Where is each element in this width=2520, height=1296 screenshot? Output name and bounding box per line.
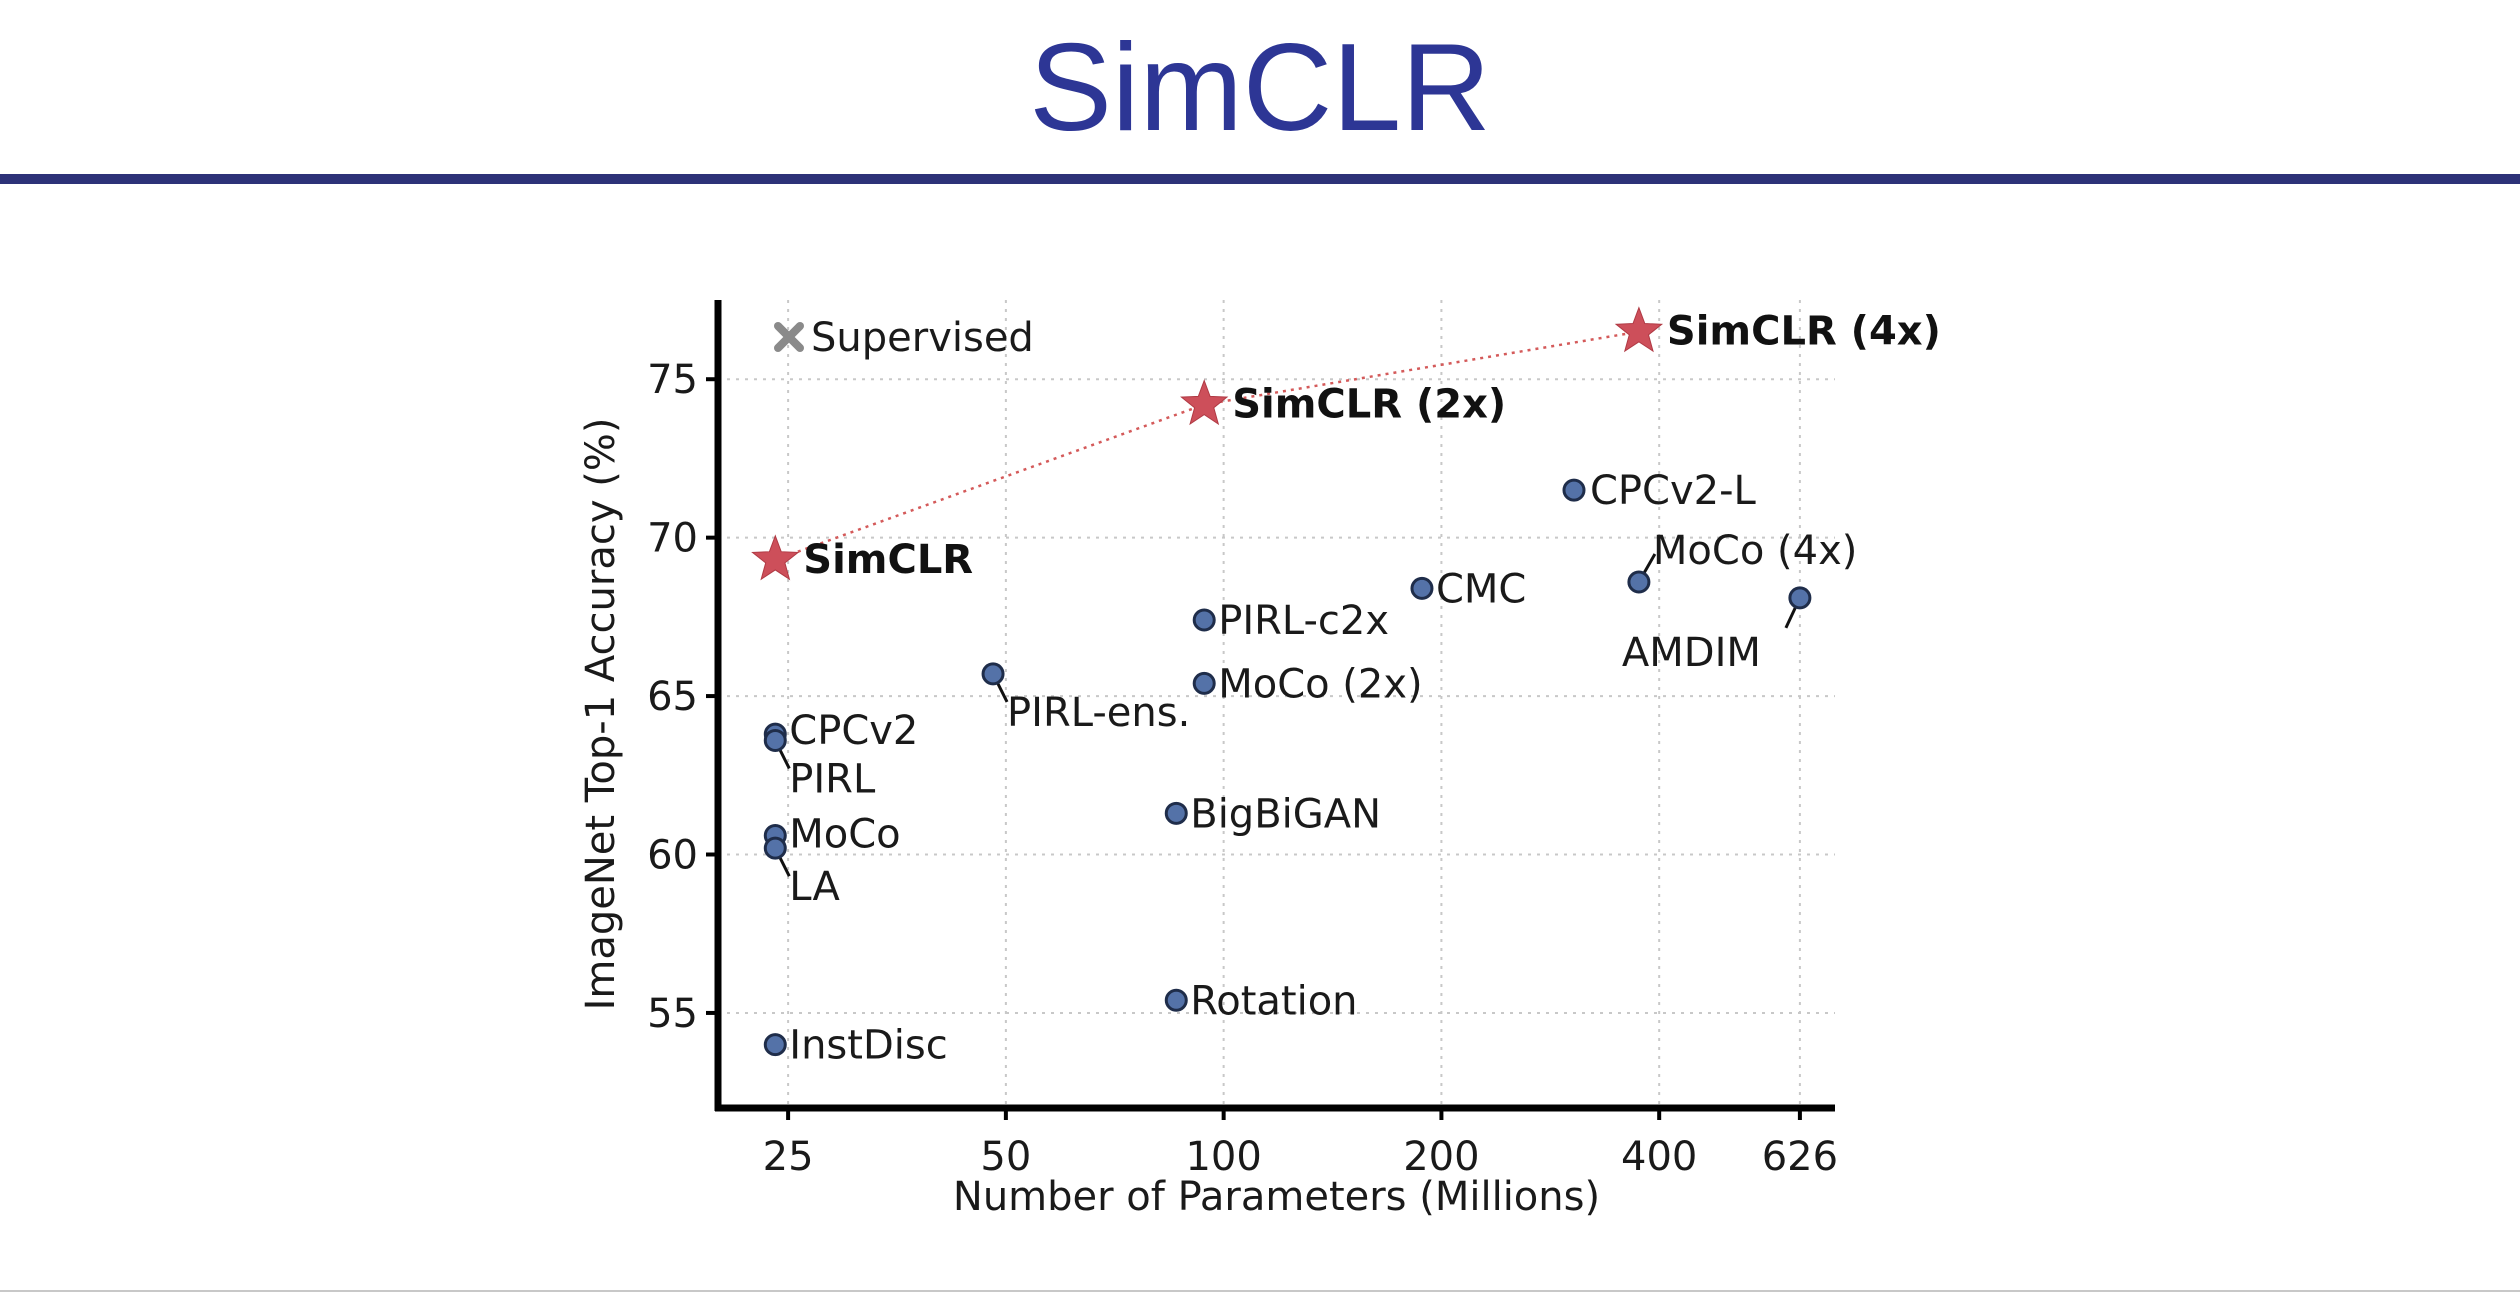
- data-point: [1627, 570, 1651, 594]
- bottom-rule: [0, 1290, 2520, 1292]
- point-label: AMDIM: [1622, 630, 1761, 676]
- point-label: MoCo (4x): [1653, 528, 1857, 574]
- point-label: CMC: [1436, 566, 1526, 612]
- point-label: PIRL-c2x: [1218, 598, 1389, 644]
- data-point: [1192, 671, 1216, 695]
- simclr-star: [1614, 306, 1664, 353]
- y-tick-label: 55: [647, 991, 698, 1037]
- point-label: InstDisc: [789, 1023, 947, 1069]
- data-point: [763, 1033, 787, 1057]
- data-point: [1562, 478, 1586, 502]
- simclr-label: SimCLR: [803, 537, 973, 583]
- x-tick-label: 25: [763, 1134, 814, 1180]
- y-tick-label: 60: [647, 833, 698, 879]
- point-label: MoCo: [789, 811, 900, 857]
- simclr-label: SimCLR (4x): [1667, 309, 1941, 355]
- x-tick-label: 50: [980, 1134, 1031, 1180]
- x-tick-label: 400: [1621, 1134, 1697, 1180]
- axes: [706, 300, 1835, 1120]
- point-label: PIRL: [789, 756, 876, 802]
- title-rule: [0, 174, 2520, 184]
- simclr-star: [1180, 379, 1229, 426]
- data-point: [981, 662, 1005, 686]
- simclr-dotted-line: [774, 330, 1640, 562]
- data-point: [763, 728, 787, 752]
- x-tick-label: 626: [1762, 1134, 1838, 1180]
- cross-stroke: [774, 322, 804, 352]
- y-tick-label: 70: [647, 516, 698, 562]
- data-points: [751, 306, 1812, 1057]
- data-point: [763, 836, 787, 860]
- x-tick-label: 100: [1185, 1134, 1261, 1180]
- y-axis-label: ImageNet Top-1 Accuracy (%): [578, 418, 624, 1011]
- point-label: BigBiGAN: [1190, 791, 1381, 837]
- data-point: [1410, 576, 1434, 600]
- point-label: LA: [789, 864, 840, 910]
- simclr-star: [751, 534, 800, 581]
- y-tick-label: 75: [647, 357, 698, 403]
- grid: [718, 300, 1835, 1108]
- simclr-trend-line: [774, 330, 1640, 562]
- simclr-label: SimCLR (2x): [1232, 382, 1506, 428]
- data-point: [1164, 988, 1188, 1012]
- point-label: PIRL-ens.: [1007, 690, 1190, 736]
- supervised-legend-label: Supervised: [811, 315, 1034, 361]
- x-axis-label: Number of Parameters (Millions): [953, 1174, 1600, 1220]
- data-point: [1788, 586, 1812, 610]
- data-point: [1164, 801, 1188, 825]
- point-label: MoCo (2x): [1218, 661, 1422, 707]
- data-point: [1192, 608, 1216, 632]
- slide-title: SimCLR: [1029, 19, 1491, 157]
- point-labels: Supervised SimCLR SimCLR (2x) SimCLR (4x) CP…: [774, 309, 1941, 1069]
- point-label: CPCv2: [789, 708, 918, 754]
- point-label: CPCv2-L: [1590, 468, 1757, 514]
- tick-labels: 25 50 100 200 400 626 55 60 65 70 75: [647, 357, 1838, 1180]
- x-tick-label: 200: [1403, 1134, 1479, 1180]
- y-tick-label: 65: [647, 674, 698, 720]
- supervised-legend-marker: [774, 322, 804, 352]
- point-label: Rotation: [1190, 978, 1357, 1024]
